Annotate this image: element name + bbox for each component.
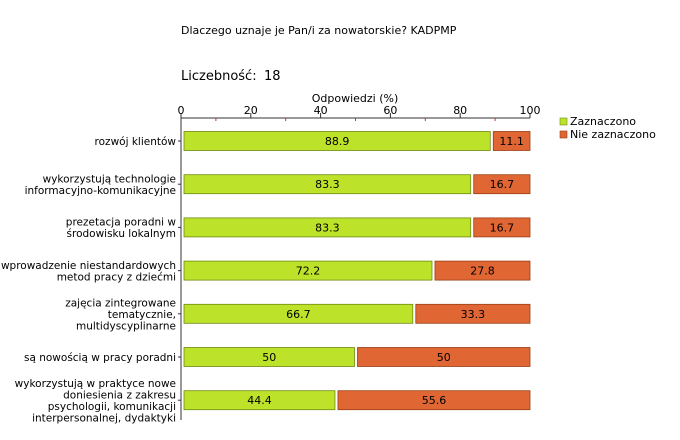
bar-selected bbox=[183, 303, 414, 324]
count-value: 18 bbox=[264, 69, 281, 84]
x-tick-label: 100 bbox=[520, 104, 541, 117]
x-tick-label: 40 bbox=[314, 104, 328, 117]
legend-swatch bbox=[559, 130, 568, 139]
chart-title: Dlaczego uznaje je Pan/i za nowatorskie?… bbox=[181, 24, 457, 37]
value-label-selected: 50 bbox=[262, 351, 276, 364]
value-label-selected: 83.3 bbox=[315, 221, 340, 234]
category-label: metod pracy z dziećmi bbox=[57, 271, 176, 283]
legend-label: Nie zaznaczono bbox=[570, 128, 656, 141]
value-label-not-selected: 16.7 bbox=[490, 221, 515, 234]
category-label: tematycznie, bbox=[108, 309, 176, 321]
value-label-not-selected: 27.8 bbox=[470, 265, 495, 278]
bar-not-selected bbox=[473, 174, 531, 195]
value-label-selected: 83.3 bbox=[315, 178, 340, 191]
category-label: prezetacja poradni w bbox=[66, 217, 177, 229]
value-label-not-selected: 11.1 bbox=[499, 135, 524, 148]
value-label-selected: 72.2 bbox=[296, 265, 321, 278]
category-label: interpersonalnej, dydaktyki bbox=[32, 412, 176, 424]
x-tick-label: 20 bbox=[244, 104, 258, 117]
category-label: informacyjno-komunikacyjne bbox=[25, 185, 176, 197]
value-label-not-selected: 33.3 bbox=[461, 308, 486, 321]
category-label: są nowością w pracy poradni bbox=[24, 352, 176, 364]
bar-selected bbox=[183, 131, 491, 151]
value-label-not-selected: 50 bbox=[437, 351, 451, 364]
count-label: Liczebność: bbox=[181, 69, 257, 84]
bar-not-selected bbox=[357, 347, 531, 367]
category-label: psychologii, komunikacji bbox=[48, 401, 176, 413]
value-label-not-selected: 55.6 bbox=[422, 394, 447, 407]
category-label: zajęcia zintegrowane bbox=[65, 297, 176, 309]
value-label-selected: 66.7 bbox=[286, 308, 311, 321]
bar-not-selected bbox=[473, 217, 531, 238]
bar-selected bbox=[183, 260, 433, 281]
x-tick-label: 0 bbox=[178, 104, 185, 117]
value-label-not-selected: 16.7 bbox=[490, 178, 515, 191]
x-tick-label: 60 bbox=[383, 104, 397, 117]
bar-not-selected bbox=[492, 131, 531, 151]
value-label-selected: 88.9 bbox=[325, 135, 350, 148]
bar-not-selected bbox=[415, 303, 531, 324]
bar-selected bbox=[183, 390, 336, 411]
bar-not-selected bbox=[434, 260, 531, 281]
value-label-selected: 44.4 bbox=[247, 394, 272, 407]
category-label: multidyscyplinarne bbox=[76, 320, 176, 332]
legend-label: Zaznaczono bbox=[570, 115, 636, 128]
bar-selected bbox=[183, 347, 355, 367]
bar-selected bbox=[183, 174, 472, 195]
axis-title: Odpowiedzi (%) bbox=[312, 92, 399, 105]
x-axis: 0 20 40 60 80 100 bbox=[178, 104, 541, 420]
category-label: wykorzystują w praktyce nowe bbox=[15, 378, 176, 390]
category-label: wykorzystują technologie bbox=[43, 173, 176, 185]
legend-swatch bbox=[559, 117, 568, 126]
category-label: wprowadzenie niestandardowych bbox=[1, 260, 176, 272]
bar-selected bbox=[183, 217, 472, 238]
bar-not-selected bbox=[337, 390, 531, 411]
category-label: rozwój klientów bbox=[95, 136, 177, 148]
category-label: doniesienia z zakresu bbox=[63, 389, 176, 401]
x-tick-label: 80 bbox=[453, 104, 467, 117]
bars: rozwój klientów 88.9 11.1 wykorzystują tech… bbox=[1, 131, 531, 424]
category-label: środowisku lokalnym bbox=[67, 228, 176, 240]
